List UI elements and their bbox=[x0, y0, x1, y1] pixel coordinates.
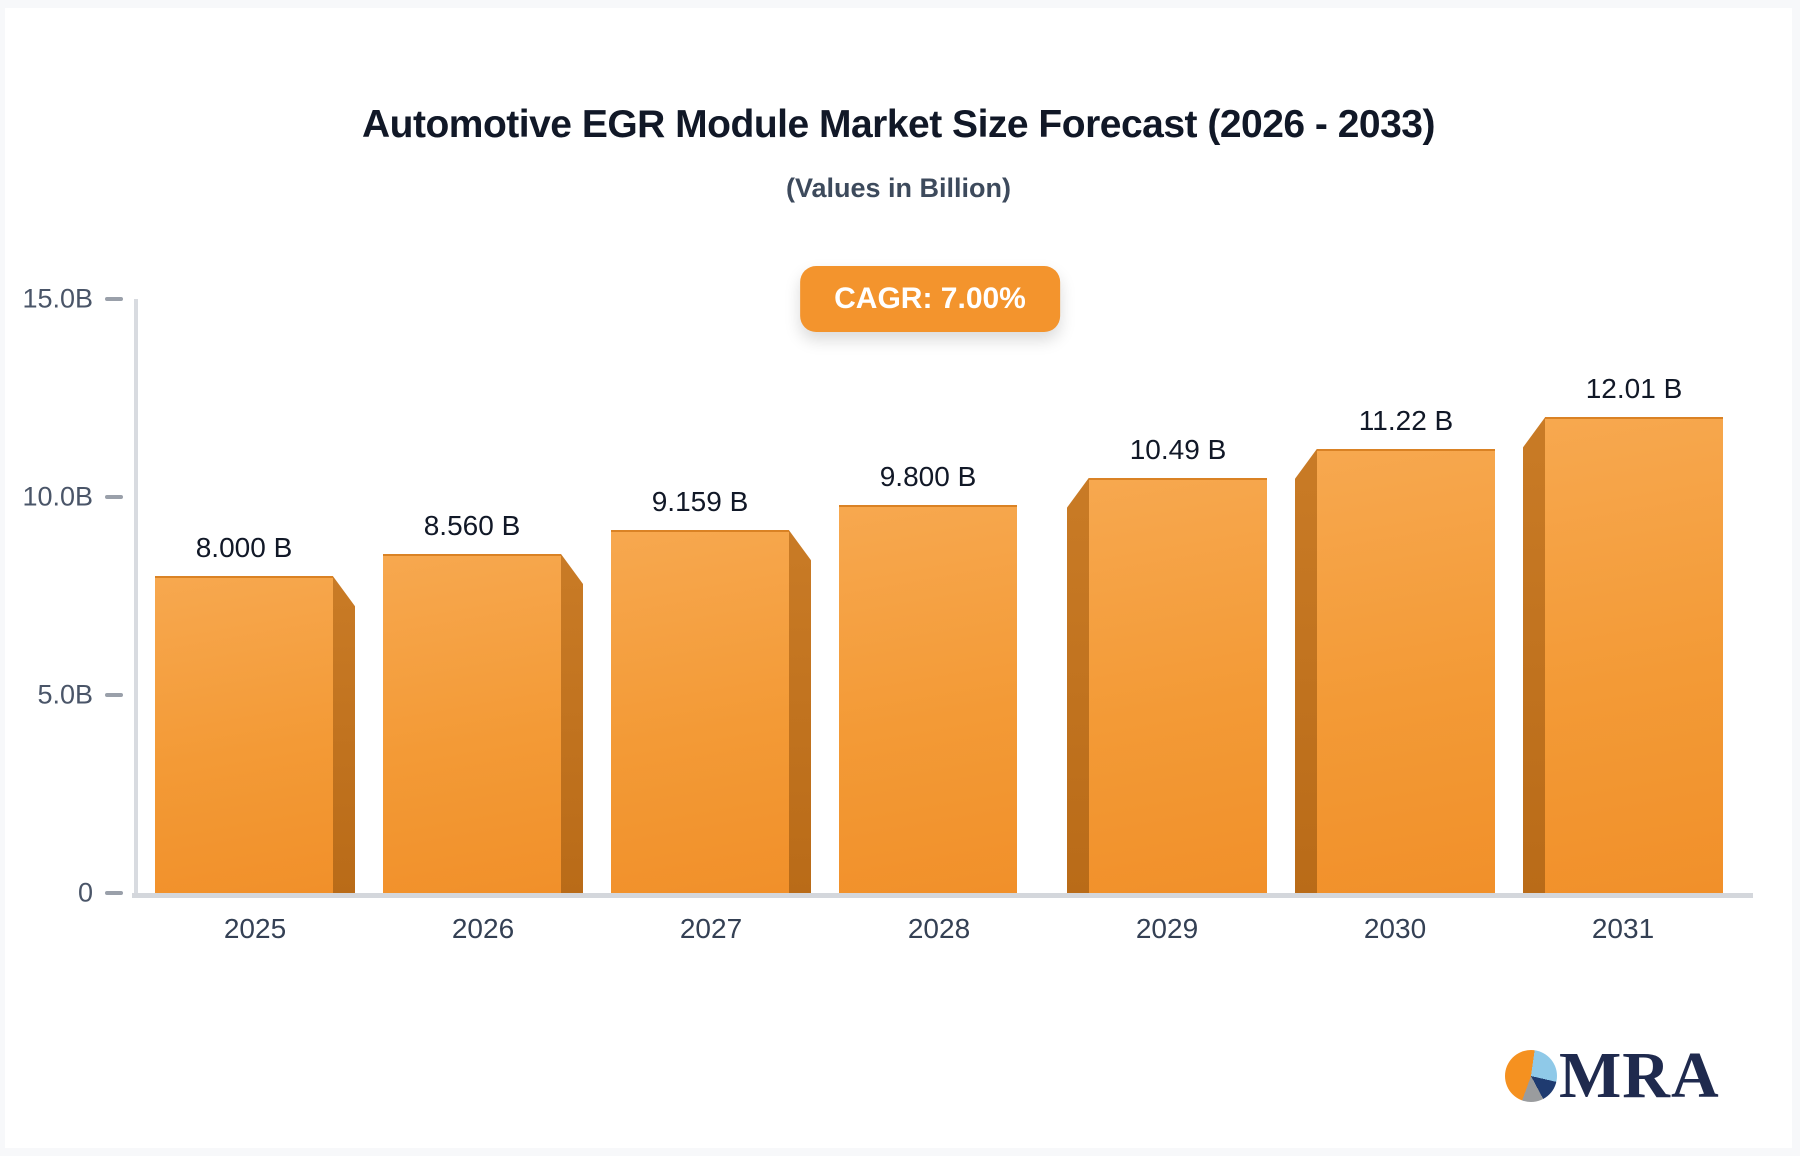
x-axis-label: 2027 bbox=[679, 913, 743, 944]
y-tick-dash bbox=[105, 495, 123, 499]
bar-2026 bbox=[383, 554, 561, 893]
bar-3d-side bbox=[1295, 448, 1317, 893]
bar-3d-side bbox=[333, 576, 355, 893]
pie-chart-logo-icon bbox=[1505, 1050, 1557, 1102]
y-tick-dash bbox=[105, 297, 123, 301]
y-tick-label: 15.0B bbox=[22, 283, 93, 314]
bar-2028 bbox=[839, 504, 1017, 893]
y-tick-dash bbox=[105, 693, 123, 697]
x-axis-label: 2028 bbox=[907, 913, 971, 944]
mra-logo: MRA bbox=[1505, 1039, 1720, 1112]
bar-value-label: 8.560 B bbox=[423, 510, 521, 542]
bar-value-label: 9.159 B bbox=[651, 486, 749, 518]
x-axis-baseline bbox=[132, 893, 1753, 898]
y-tick-label: 0 bbox=[77, 877, 93, 908]
bar-2025 bbox=[155, 576, 333, 893]
y-tick-dash bbox=[105, 891, 123, 895]
bar-value-label: 9.800 B bbox=[879, 460, 977, 492]
x-axis-label: 2029 bbox=[1135, 913, 1199, 944]
y-tick-label: 5.0B bbox=[37, 679, 93, 710]
y-tick-label: 10.0B bbox=[22, 481, 93, 512]
bar-value-label: 11.22 B bbox=[1358, 404, 1454, 436]
bar-value-label: 8.000 B bbox=[195, 532, 293, 564]
logo-text: MRA bbox=[1559, 1039, 1720, 1112]
x-axis-label: 2025 bbox=[223, 913, 287, 944]
bar-value-label: 12.01 B bbox=[1585, 373, 1683, 405]
x-axis-label: 2026 bbox=[451, 913, 515, 944]
bar-2029 bbox=[1089, 477, 1267, 893]
bar-3d-side bbox=[561, 554, 583, 893]
y-axis-line bbox=[134, 299, 138, 896]
bar-2027 bbox=[611, 530, 789, 893]
bar-value-label: 10.49 B bbox=[1129, 433, 1227, 465]
bar-3d-side bbox=[1523, 417, 1545, 893]
chart-subtitle: (Values in Billion) bbox=[785, 173, 1012, 203]
bar-3d-side bbox=[789, 530, 811, 893]
bar-2031 bbox=[1545, 417, 1723, 893]
cagr-badge: CAGR: 7.00% bbox=[800, 266, 1060, 332]
bar-2030 bbox=[1317, 448, 1495, 893]
x-axis-label: 2031 bbox=[1591, 913, 1655, 944]
chart-title: Automotive EGR Module Market Size Foreca… bbox=[362, 103, 1436, 146]
x-axis-label: 2030 bbox=[1363, 913, 1427, 944]
chart-card: Automotive EGR Module Market Size Foreca… bbox=[5, 8, 1792, 1148]
bar-3d-side bbox=[1067, 477, 1089, 893]
